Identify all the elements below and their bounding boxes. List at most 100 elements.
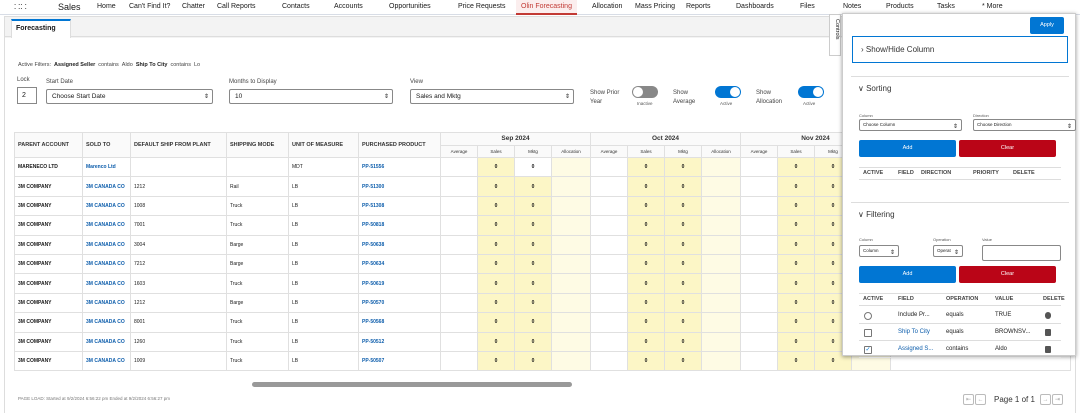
- nav-item[interactable]: Opportunities: [389, 3, 431, 10]
- cell[interactable]: PP-51300: [358, 176, 441, 197]
- page-button[interactable]: ⇤: [963, 394, 974, 405]
- sales-cell[interactable]: 0: [627, 234, 665, 255]
- cell[interactable]: 3M CANADA CO: [82, 273, 131, 294]
- delete-icon[interactable]: [1045, 329, 1051, 336]
- sales-cell[interactable]: 0: [627, 312, 665, 333]
- page-button[interactable]: →: [1040, 394, 1051, 405]
- sales-cell[interactable]: 0: [627, 156, 665, 178]
- cell[interactable]: PP-50619: [358, 273, 441, 294]
- active-box[interactable]: ✓: [864, 346, 872, 354]
- toggle[interactable]: [632, 86, 658, 98]
- sales-cell[interactable]: 0: [777, 195, 815, 217]
- value-input[interactable]: [982, 245, 1061, 261]
- mktg-cell[interactable]: 0: [514, 195, 552, 217]
- nav-item[interactable]: Accounts: [334, 3, 363, 10]
- nav-item[interactable]: Chatter: [182, 3, 205, 10]
- nav-item[interactable]: Call Reports: [217, 3, 256, 10]
- mktg-cell[interactable]: 0: [664, 176, 702, 197]
- sales-cell[interactable]: 0: [777, 253, 815, 275]
- cell[interactable]: 3M CANADA CO: [82, 292, 131, 314]
- nav-item[interactable]: Reports: [686, 3, 711, 10]
- sales-cell[interactable]: 0: [477, 215, 515, 236]
- months-select[interactable]: 10: [229, 89, 393, 104]
- sales-cell[interactable]: 0: [777, 292, 815, 314]
- sales-cell[interactable]: 0: [627, 292, 665, 314]
- mktg-cell[interactable]: 0: [664, 273, 702, 294]
- controls-tab[interactable]: Controls: [829, 14, 841, 56]
- toggle[interactable]: [715, 86, 741, 98]
- sales-cell[interactable]: 0: [477, 195, 515, 217]
- sales-cell[interactable]: 0: [477, 273, 515, 294]
- sales-cell[interactable]: 0: [627, 195, 665, 217]
- active-box[interactable]: [864, 312, 872, 320]
- mktg-cell[interactable]: 0: [664, 215, 702, 236]
- mktg-cell[interactable]: 0: [514, 312, 552, 333]
- sales-cell[interactable]: 0: [627, 176, 665, 197]
- cell[interactable]: PP-51556: [358, 156, 441, 178]
- app-launcher[interactable]: ∷∷: [14, 2, 27, 13]
- delete-icon[interactable]: [1045, 346, 1051, 353]
- section-title[interactable]: ∨ Sorting: [858, 84, 892, 93]
- sales-cell[interactable]: 0: [477, 292, 515, 314]
- scrollbar[interactable]: [252, 382, 572, 387]
- select[interactable]: Choose Direction: [973, 119, 1076, 131]
- start_date-select[interactable]: Choose Start Date: [46, 89, 213, 104]
- sales-cell[interactable]: 0: [477, 253, 515, 275]
- sales-cell[interactable]: 0: [627, 331, 665, 352]
- sales-cell[interactable]: 0: [777, 312, 815, 333]
- page-button[interactable]: ←: [975, 394, 986, 405]
- mktg-cell[interactable]: 0: [664, 156, 702, 178]
- mktg-cell[interactable]: 0: [664, 253, 702, 275]
- nav-item[interactable]: Tasks: [937, 3, 955, 10]
- cell[interactable]: Marenco Ltd: [82, 156, 131, 178]
- cell[interactable]: 3M CANADA CO: [82, 176, 131, 197]
- cell[interactable]: PP-50512: [358, 331, 441, 352]
- lock-input[interactable]: 2: [17, 87, 37, 104]
- mktg-cell[interactable]: 0: [664, 195, 702, 217]
- button[interactable]: Clear: [959, 266, 1056, 283]
- mktg-cell[interactable]: 0: [514, 234, 552, 255]
- nav-item[interactable]: Dashboards: [736, 3, 774, 10]
- sales-cell[interactable]: 0: [477, 156, 515, 178]
- nav-item[interactable]: Products: [886, 3, 914, 10]
- mktg-cell[interactable]: 0: [664, 312, 702, 333]
- mktg-cell[interactable]: 0: [514, 273, 552, 294]
- filter-field[interactable]: Assigned S...: [898, 346, 934, 352]
- cell[interactable]: PP-50638: [358, 234, 441, 255]
- button[interactable]: Add: [859, 140, 956, 157]
- cell[interactable]: PP-50634: [358, 253, 441, 275]
- button[interactable]: Clear: [959, 140, 1056, 157]
- sales-cell[interactable]: 0: [627, 350, 665, 372]
- nav-item[interactable]: Can't Find It?: [129, 3, 171, 10]
- select[interactable]: Column: [859, 245, 899, 257]
- nav-item[interactable]: Files: [800, 3, 815, 10]
- apply-button[interactable]: Apply: [1030, 17, 1064, 34]
- sales-cell[interactable]: 0: [777, 234, 815, 255]
- mktg-cell[interactable]: 0: [514, 215, 552, 236]
- active-box[interactable]: [864, 329, 872, 337]
- delete-icon[interactable]: [1045, 312, 1051, 319]
- view-select[interactable]: Sales and Mktg: [410, 89, 574, 104]
- sales-cell[interactable]: 0: [477, 312, 515, 333]
- mktg-cell[interactable]: 0: [514, 292, 552, 314]
- mktg-cell[interactable]: 0: [664, 292, 702, 314]
- tab[interactable]: Forecasting: [11, 19, 71, 38]
- mktg-cell[interactable]: 0: [514, 176, 552, 197]
- mktg-cell[interactable]: 0: [664, 234, 702, 255]
- cell[interactable]: PP-50818: [358, 215, 441, 236]
- sales-cell[interactable]: 0: [777, 156, 815, 178]
- cell[interactable]: PP-50507: [358, 350, 441, 372]
- sales-cell[interactable]: 0: [477, 176, 515, 197]
- sales-cell[interactable]: 0: [627, 253, 665, 275]
- nav-item[interactable]: Home: [97, 3, 116, 10]
- show-hide[interactable]: › Show/Hide Column: [852, 36, 1068, 63]
- select[interactable]: Choose Column: [859, 119, 962, 131]
- nav-item[interactable]: Allocation: [592, 3, 623, 10]
- filter-field[interactable]: Ship To City: [898, 329, 930, 335]
- sales-cell[interactable]: 0: [477, 350, 515, 372]
- nav-item[interactable]: Price Requests: [458, 3, 506, 10]
- toggle[interactable]: [798, 86, 824, 98]
- nav-item[interactable]: Mass Pricing: [635, 3, 676, 10]
- cell[interactable]: 3M CANADA CO: [82, 350, 131, 372]
- mktg-cell[interactable]: 0: [514, 156, 552, 178]
